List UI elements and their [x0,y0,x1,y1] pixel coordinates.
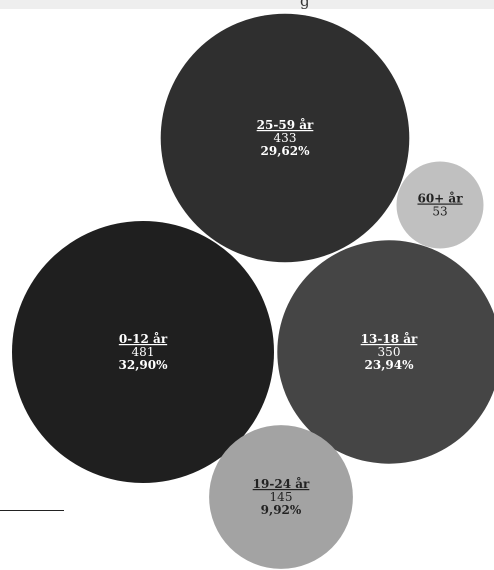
bubble-label-group-2: 0-12 år [119,331,168,346]
bubble-label-group-0: 25-59 år [257,117,314,132]
divider-line [0,510,64,511]
bubble-value-group-0: 433 [274,131,297,145]
bubble-percent-group-2: 32,90% [119,358,169,372]
bubble-value-group-4: 145 [270,490,293,504]
bubble-percent-group-0: 29,62% [261,144,311,158]
bubble-label-group-4: 19-24 år [253,476,310,491]
bubble-label-group-1: 60+ år [417,191,463,206]
bubble-percent-group-3: 23,94% [365,358,415,372]
bubble-value-group-3: 350 [378,345,401,359]
bubble-value-group-2: 481 [132,345,155,359]
bubble-label-group-3: 13-18 år [361,331,418,346]
bubble-percent-group-4: 9,92% [261,503,302,517]
bubble-value-group-1: 53 [432,205,447,219]
